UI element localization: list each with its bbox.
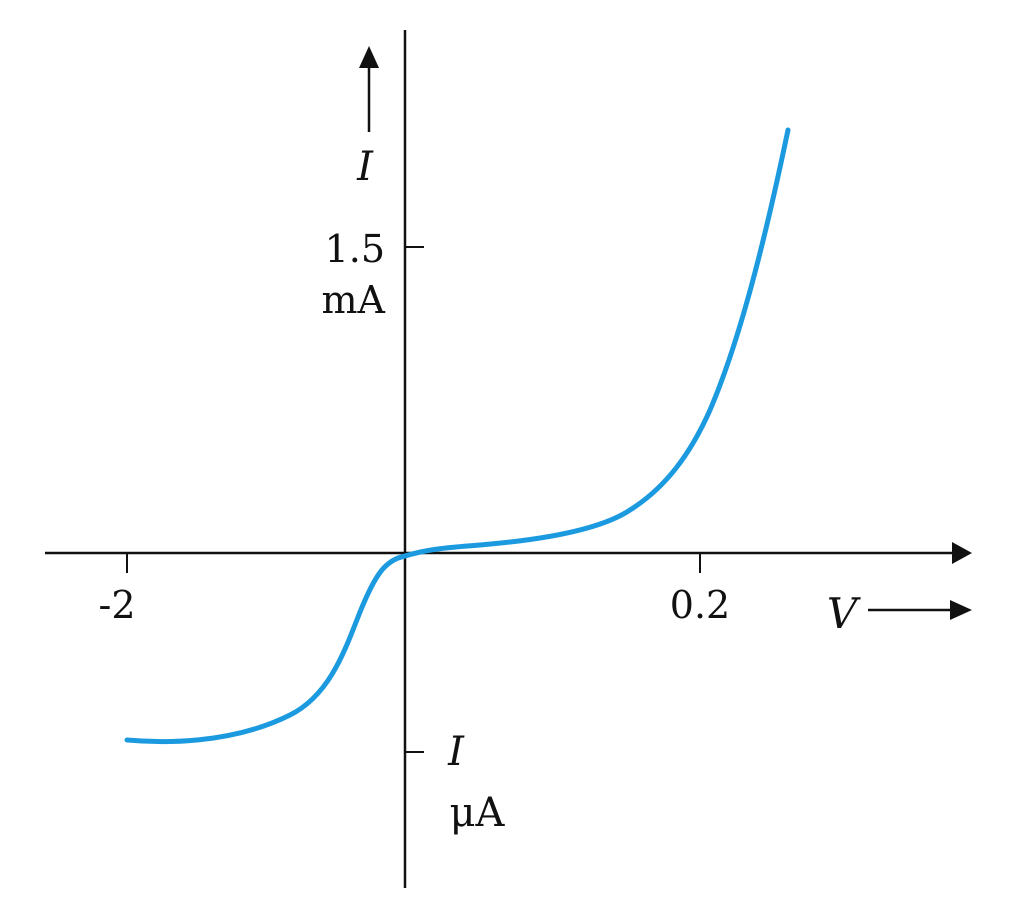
- iv-curve: [124, 127, 791, 745]
- x-axis-arrowhead: [952, 542, 972, 564]
- x-tick-positive-label: 0.2: [670, 583, 730, 627]
- x-label-arrowhead: [950, 600, 972, 620]
- y-axis-label: I: [356, 144, 374, 190]
- y-tick-positive-value: 1.5: [325, 227, 385, 271]
- y-tick-negative-unit: μA: [450, 790, 506, 836]
- x-axis-label: V: [827, 589, 861, 638]
- y-label-arrowhead: [359, 46, 379, 68]
- y-tick-negative-value: I: [447, 729, 465, 775]
- y-tick-positive-unit: mA: [322, 278, 386, 322]
- x-tick-negative-label: -2: [98, 583, 135, 627]
